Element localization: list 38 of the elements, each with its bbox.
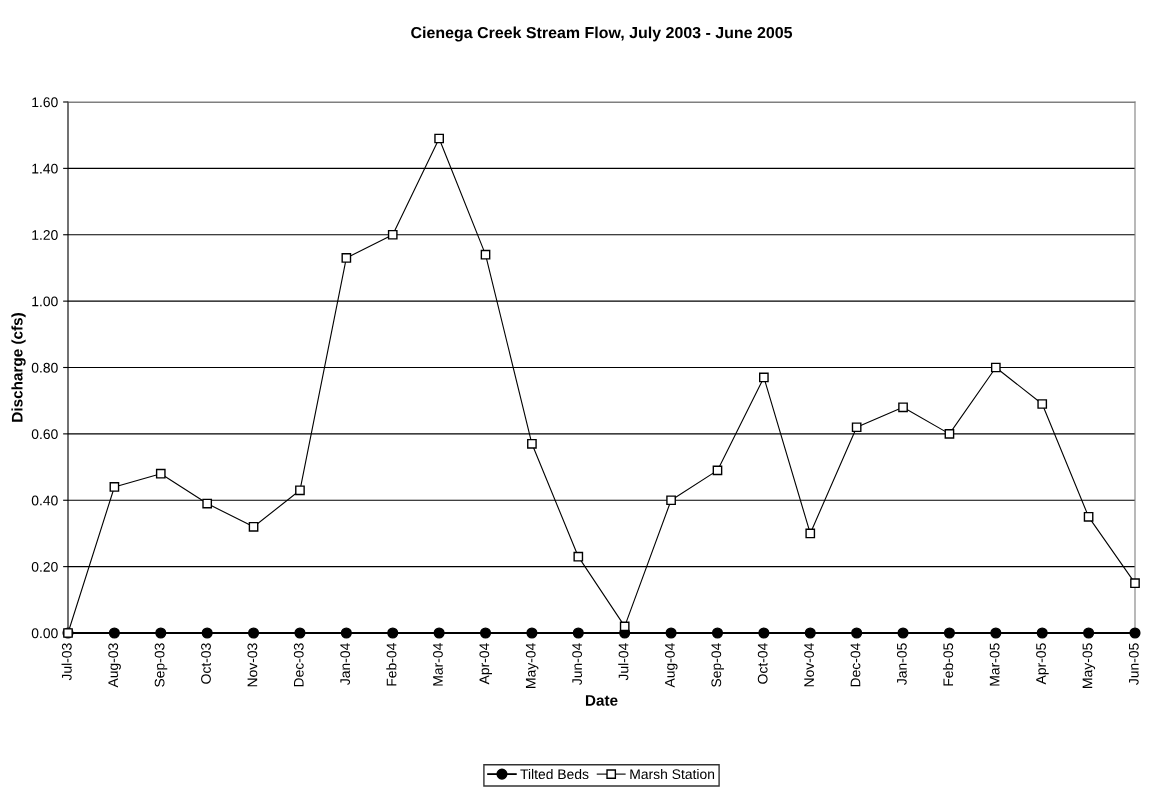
x-tick-label: Apr-04 bbox=[479, 643, 492, 685]
x-tick-label: Mar-04 bbox=[433, 643, 443, 686]
x-axis-title: Date bbox=[585, 695, 618, 706]
x-tick-label: Jun-04 bbox=[572, 643, 583, 685]
x-tick-label: Dec-03 bbox=[293, 643, 304, 687]
y-tick-label: 1.20 bbox=[32, 230, 58, 240]
x-tick-label: Jan-04 bbox=[340, 643, 351, 685]
chart-title: Cienega Creek Stream Flow, July 2003 - June 2005 bbox=[411, 26, 793, 42]
x-tick-label: May-04 bbox=[525, 643, 539, 688]
x-tick-label: Jul-04 bbox=[618, 643, 629, 681]
x-tick-label: Jun-05 bbox=[1128, 643, 1139, 685]
y-tick-label: 1.00 bbox=[32, 296, 58, 307]
x-tick-label: Feb-04 bbox=[386, 643, 397, 686]
y-axis-title: Discharge (cfs) bbox=[11, 313, 26, 422]
x-tick-label: Nov-04 bbox=[804, 643, 814, 687]
x-tick-label: Dec-04 bbox=[850, 643, 861, 687]
x-tick-label: Oct-04 bbox=[757, 643, 768, 684]
y-tick-label: 0.40 bbox=[31, 495, 58, 506]
x-tick-label: May-05 bbox=[1082, 643, 1096, 688]
y-tick-label: 0.60 bbox=[31, 429, 58, 440]
y-tick-label: 1.60 bbox=[32, 97, 58, 108]
x-tick-label: Oct-03 bbox=[201, 643, 211, 684]
legend-label: Marsh Station bbox=[630, 768, 715, 780]
y-tick-label: 0.20 bbox=[31, 561, 58, 572]
legend-label: Tilted Beds bbox=[520, 768, 589, 780]
x-tick-label: Nov-03 bbox=[247, 643, 258, 687]
x-tick-label: Sep-03 bbox=[154, 643, 168, 687]
x-tick-label: Apr-05 bbox=[1036, 643, 1049, 685]
y-tick-label: 0.00 bbox=[31, 628, 58, 639]
x-tick-label: Aug-03 bbox=[108, 643, 121, 688]
x-tick-label: Sep-04 bbox=[711, 643, 724, 687]
y-tick-label: 0.80 bbox=[31, 362, 58, 373]
x-tick-label: Mar-05 bbox=[989, 643, 1000, 686]
x-tick-label: Feb-05 bbox=[942, 643, 954, 686]
y-tick-label: 1.40 bbox=[32, 163, 58, 174]
x-tick-label: Aug-04 bbox=[664, 643, 678, 688]
x-tick-label: Jul-03 bbox=[61, 643, 72, 681]
x-tick-label: Jan-05 bbox=[896, 643, 907, 685]
